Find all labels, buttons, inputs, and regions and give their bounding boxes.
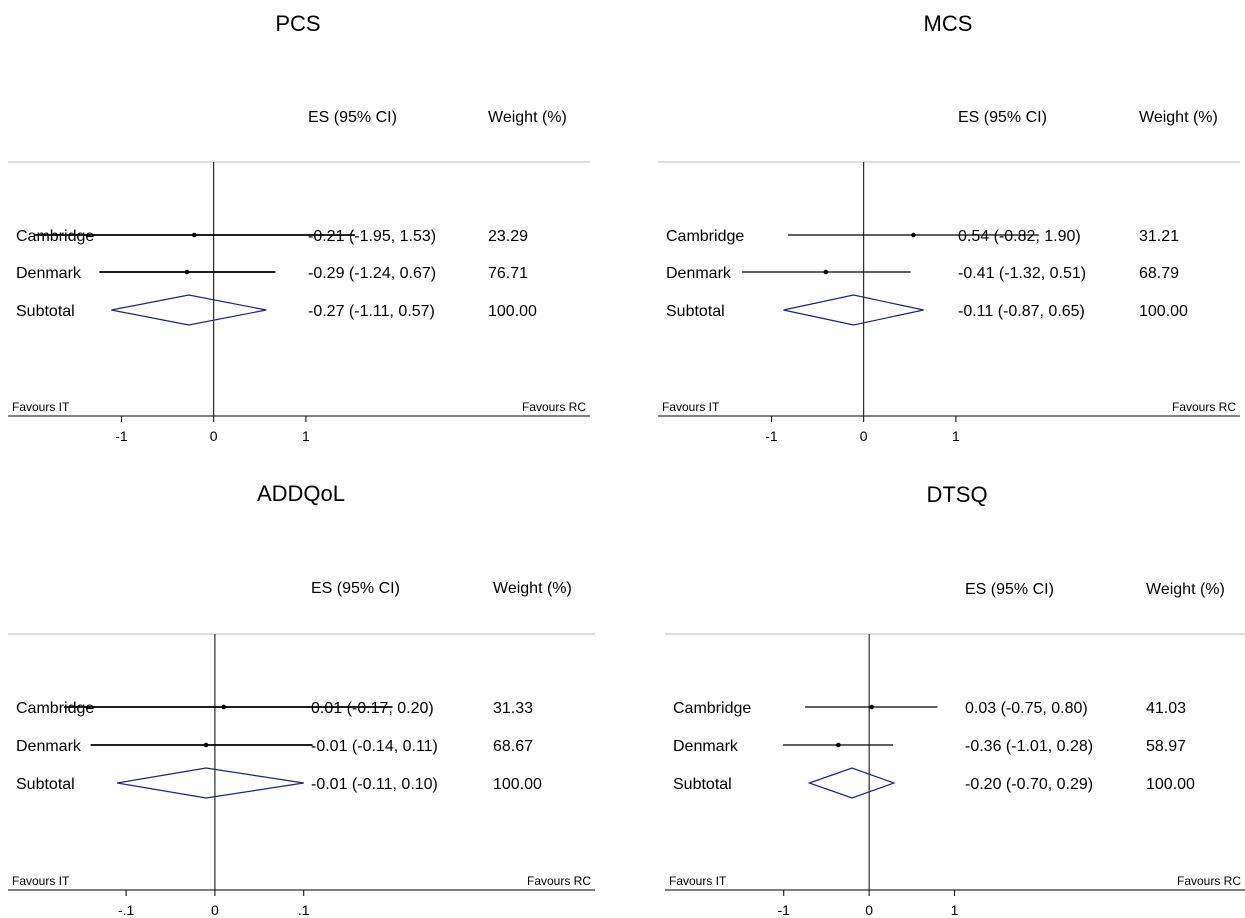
weight-text: 100.00 [493, 776, 542, 793]
es-column-header: ES (95% CI) [311, 580, 400, 597]
point-estimate [184, 269, 190, 275]
effect-size-text: 0.01 (-0.17, 0.20) [311, 700, 434, 717]
x-tick-label: .1 [298, 902, 310, 918]
study-label: Denmark [673, 738, 739, 755]
favours-left-label: Favours IT [662, 400, 720, 414]
weight-text: 31.33 [493, 700, 533, 717]
weight-column-header: Weight (%) [1146, 581, 1225, 598]
x-tick-label: 1 [302, 428, 310, 444]
favours-right-label: Favours RC [1177, 874, 1241, 888]
x-tick-label: 0 [210, 428, 218, 444]
effect-size-text: -0.11 (-0.87, 0.65) [958, 303, 1085, 320]
favours-right-label: Favours RC [527, 874, 591, 888]
effect-size-text: -0.20 (-0.70, 0.29) [965, 776, 1093, 793]
subtotal-diamond [783, 294, 924, 326]
x-tick-label: -1 [778, 902, 791, 918]
panel-title: DTSQ [926, 482, 987, 507]
es-column-header: ES (95% CI) [965, 581, 1054, 598]
x-tick-label: 1 [951, 902, 959, 918]
study-label: Denmark [16, 738, 82, 755]
favours-right-label: Favours RC [1172, 400, 1236, 414]
x-tick-label: -.1 [118, 902, 135, 918]
x-tick-label: 0 [860, 428, 868, 444]
study-label: Subtotal [16, 303, 75, 320]
x-tick-label: 0 [211, 902, 219, 918]
effect-size-text: 0.54 (-0.82, 1.90) [958, 228, 1081, 245]
effect-size-text: -0.01 (-0.11, 0.10) [311, 776, 438, 793]
weight-text: 68.79 [1139, 265, 1179, 282]
effect-size-text: -0.29 (-1.24, 0.67) [308, 265, 436, 282]
effect-size-text: 0.03 (-0.75, 0.80) [965, 700, 1088, 717]
subtotal-diamond [111, 294, 267, 326]
es-column-header: ES (95% CI) [308, 109, 397, 126]
study-label: Denmark [16, 265, 82, 282]
panel-title: MCS [924, 11, 973, 36]
weight-text: 76.71 [488, 265, 528, 282]
weight-text: 100.00 [488, 303, 537, 320]
x-tick-label: 1 [952, 428, 960, 444]
favours-right-label: Favours RC [522, 400, 586, 414]
effect-size-text: -0.41 (-1.32, 0.51) [958, 265, 1086, 282]
x-tick-label: 0 [865, 902, 873, 918]
panel-title: ADDQoL [257, 481, 345, 506]
favours-left-label: Favours IT [12, 400, 70, 414]
x-tick-label: -1 [115, 428, 128, 444]
subtotal-diamond [117, 767, 304, 799]
study-label: Subtotal [666, 303, 725, 320]
study-label: Subtotal [16, 776, 75, 793]
es-column-header: ES (95% CI) [958, 109, 1047, 126]
weight-text: 100.00 [1139, 303, 1188, 320]
favours-left-label: Favours IT [12, 874, 70, 888]
point-estimate [823, 269, 829, 275]
point-estimate [836, 742, 841, 748]
panel-title: PCS [275, 11, 320, 36]
effect-size-text: -0.21 (-1.95, 1.53) [308, 228, 436, 245]
point-estimate [869, 704, 875, 710]
point-estimate [221, 704, 227, 710]
weight-text: 58.97 [1146, 738, 1186, 755]
point-estimate [192, 232, 197, 238]
study-label: Denmark [666, 265, 732, 282]
weight-column-header: Weight (%) [493, 580, 572, 597]
point-estimate [911, 232, 916, 238]
weight-column-header: Weight (%) [488, 109, 567, 126]
study-label: Cambridge [16, 228, 94, 245]
study-label: Cambridge [673, 700, 751, 717]
study-label: Cambridge [16, 700, 94, 717]
favours-left-label: Favours IT [669, 874, 727, 888]
weight-text: 41.03 [1146, 700, 1186, 717]
weight-text: 31.21 [1139, 228, 1179, 245]
study-label: Subtotal [673, 776, 732, 793]
x-tick-label: -1 [765, 428, 778, 444]
weight-text: 68.67 [493, 738, 533, 755]
weight-column-header: Weight (%) [1139, 109, 1218, 126]
point-estimate [203, 742, 209, 748]
weight-text: 23.29 [488, 228, 528, 245]
effect-size-text: -0.27 (-1.11, 0.57) [308, 303, 435, 320]
effect-size-text: -0.36 (-1.01, 0.28) [965, 738, 1093, 755]
effect-size-text: -0.01 (-0.14, 0.11) [311, 738, 438, 755]
study-label: Cambridge [666, 228, 744, 245]
weight-text: 100.00 [1146, 776, 1195, 793]
subtotal-diamond [807, 767, 896, 799]
